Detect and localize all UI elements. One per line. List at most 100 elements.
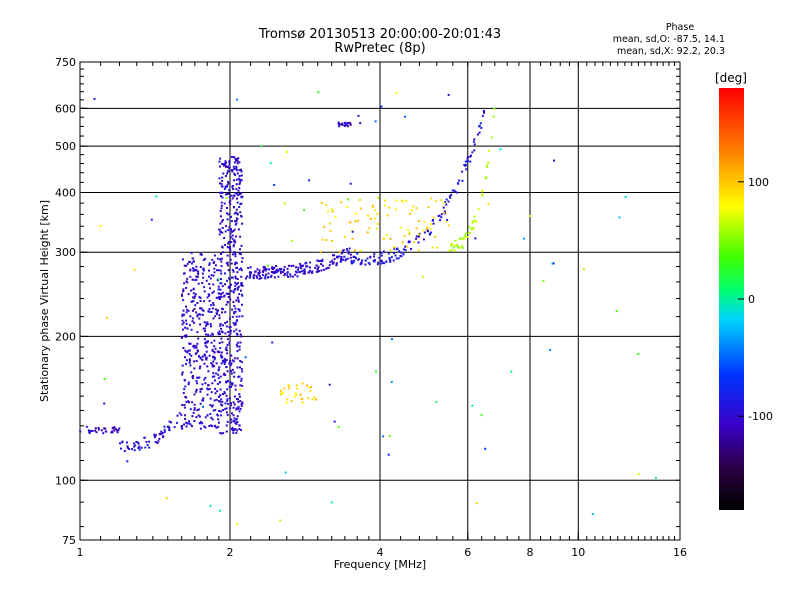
data-point <box>212 302 215 305</box>
data-point <box>180 336 183 339</box>
data-point <box>231 185 234 187</box>
data-point <box>364 259 367 262</box>
data-point <box>183 264 186 267</box>
data-point <box>218 228 221 231</box>
data-point <box>335 263 338 266</box>
data-point <box>117 429 120 432</box>
data-point <box>199 313 202 316</box>
data-point <box>349 122 352 125</box>
data-point <box>305 261 308 264</box>
data-point <box>423 231 426 234</box>
data-point <box>395 257 398 260</box>
data-point <box>224 402 227 405</box>
data-point <box>446 218 449 221</box>
data-point <box>359 122 362 125</box>
data-point <box>224 322 227 324</box>
data-point <box>327 210 330 213</box>
data-point <box>229 326 232 329</box>
data-point <box>116 431 119 434</box>
data-point <box>212 317 215 320</box>
data-point <box>228 334 231 337</box>
data-point <box>366 231 369 234</box>
data-point <box>204 426 207 429</box>
data-point <box>376 222 379 225</box>
data-point <box>457 182 460 185</box>
data-point <box>220 398 223 401</box>
data-point <box>485 166 488 169</box>
data-point <box>214 409 217 412</box>
data-point <box>240 174 243 177</box>
data-point <box>199 300 202 302</box>
data-point <box>229 364 232 367</box>
data-point <box>195 346 198 349</box>
data-point <box>280 392 283 395</box>
data-point <box>408 231 411 234</box>
data-point <box>186 262 189 265</box>
data-point <box>120 447 122 450</box>
data-point <box>196 382 199 385</box>
data-point <box>288 264 290 267</box>
data-point <box>401 199 404 202</box>
data-point <box>221 400 224 403</box>
data-point <box>340 256 343 258</box>
data-point <box>185 311 188 314</box>
data-point <box>212 360 215 363</box>
data-point <box>205 346 208 349</box>
data-point <box>266 264 269 267</box>
data-point <box>217 278 220 281</box>
data-point <box>192 300 195 303</box>
data-point <box>286 267 289 270</box>
data-point <box>220 278 222 281</box>
data-point <box>452 246 455 249</box>
data-point <box>290 264 293 267</box>
data-point <box>618 216 621 219</box>
data-point <box>417 235 420 238</box>
data-point <box>209 323 212 325</box>
data-point <box>490 136 493 139</box>
data-point <box>229 246 231 249</box>
data-point <box>208 425 211 427</box>
data-point <box>197 275 199 278</box>
data-point <box>234 287 237 290</box>
data-point <box>241 401 244 404</box>
data-point <box>301 382 304 385</box>
data-point <box>219 509 221 512</box>
data-point <box>218 342 221 344</box>
data-point <box>218 368 220 371</box>
data-point <box>207 370 210 373</box>
data-point <box>190 300 193 303</box>
data-point <box>238 268 241 271</box>
data-point <box>219 269 222 272</box>
data-point <box>271 267 273 270</box>
data-point <box>235 408 238 411</box>
data-point <box>395 199 398 202</box>
data-point <box>453 189 456 192</box>
data-point <box>448 249 451 252</box>
data-point <box>331 240 334 242</box>
data-point <box>100 429 103 432</box>
data-point <box>188 361 191 364</box>
data-point <box>198 422 201 425</box>
data-point <box>461 179 464 182</box>
data-point <box>447 93 450 96</box>
data-point <box>233 330 236 333</box>
data-point <box>466 157 469 160</box>
data-point <box>421 275 424 278</box>
data-point <box>294 270 297 273</box>
data-point <box>240 283 243 286</box>
data-point <box>87 429 90 432</box>
data-point <box>395 91 398 94</box>
data-point <box>137 442 140 445</box>
data-point <box>302 264 304 267</box>
data-point <box>202 269 205 272</box>
data-point <box>121 440 124 443</box>
data-point <box>335 262 338 265</box>
data-point <box>404 249 407 252</box>
data-point <box>214 264 217 267</box>
data-point <box>202 267 205 270</box>
data-point <box>183 379 186 382</box>
data-point <box>239 366 241 369</box>
data-point <box>382 435 385 438</box>
data-point <box>212 274 215 277</box>
data-point <box>483 110 485 113</box>
